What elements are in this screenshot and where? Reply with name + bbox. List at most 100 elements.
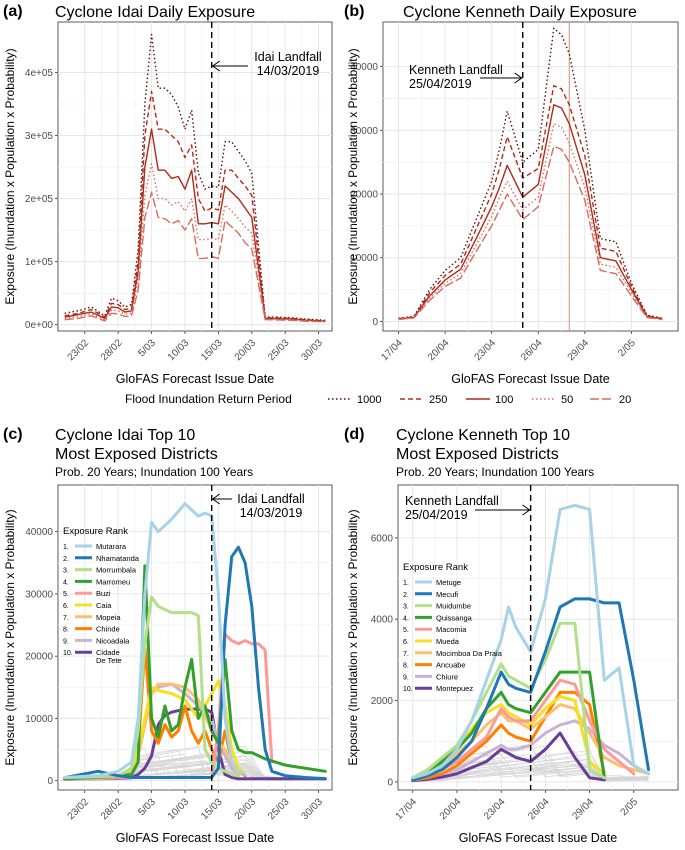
return-period-legend-item: 100 [466,394,513,406]
legend-item: 8. Ancuabe [403,661,466,670]
y-tick-label: 0 [47,776,53,787]
legend-rank: 1. [63,544,69,551]
panel-c-title-line2: Most Exposed Districts [55,446,218,463]
legend-item: 2. Mecufi [403,590,458,599]
background-district-line [412,752,649,781]
y-tick-label: 2000 [371,696,394,707]
legend-item: 1. Mutarara [63,542,127,551]
landfall-label: Idai Landfall [254,50,321,64]
return-period-legend-item: 1000 [328,394,381,406]
background-district-line [64,748,326,780]
legend-rank: 6. [63,603,69,610]
series-line-1000 [64,33,326,321]
grid [58,485,332,790]
x-tick-label: 30/03 [300,796,326,822]
arrow-head [211,493,220,505]
legend-item: 9. Nicoadala [63,636,130,645]
series-line-100 [398,104,663,320]
x-tick-label: 28/02 [99,796,125,822]
y-tick-label: 40000 [350,62,378,73]
y-tick-label: 10000 [25,714,53,725]
series-group [411,503,651,783]
x-tick-label: 26/04 [519,337,545,363]
legend-item: 3. Muidumbe [403,602,471,611]
x-tick-label: 20/03 [233,337,259,363]
legend-label: Marromeu [96,577,130,586]
panel-b-title: Cyclone Kenneth Daily Exposure [403,4,637,21]
legend-label: Chinde [96,625,120,634]
legend-item: 6. Mueda [403,637,460,646]
x-tick-label: 23/04 [473,337,499,363]
legend-rank: 5. [403,627,409,634]
panel-d-title-line2: Most Exposed Districts [396,446,559,463]
background-district-line [412,766,649,782]
legend-rank: 4. [403,615,409,622]
legend-item: 4. Quissanga [403,613,473,622]
legend-label: 100 [495,394,513,406]
x-tick-label: 10/03 [166,337,192,363]
panel-letter-d: (d) [344,426,364,443]
x-tick-label: 10/03 [166,796,192,822]
legend-label: Mutarara [96,542,127,551]
x-tick-label: 2/05 [619,796,641,818]
y-tick-label: 2e+05 [25,194,54,205]
y-tick-label: 6000 [371,533,394,544]
legend-label: Cidade [96,648,120,657]
legend-item: 4. Marromeu [63,577,130,586]
legend-label: Buzi [96,589,111,598]
return-period-legend: Flood Inundation Return Period 1000 250 10… [125,392,631,406]
x-tick-label: 17/04 [379,337,405,363]
legend-rank: 1. [403,580,409,587]
y-axis-title: Exposure (Inundation x Population x Prob… [3,48,17,304]
legend-label: Nicoadala [96,636,130,645]
legend-label: Mopeia [96,613,121,622]
x-tick-label: 23/02 [66,337,92,363]
landfall-date: 14/03/2019 [240,506,303,520]
legend-rank: 3. [403,604,409,611]
series-line-50 [398,123,663,320]
legend-label: Metuge [436,578,461,587]
x-tick-label: 15/03 [199,337,225,363]
legend-item: 10. Montepuez [403,684,473,693]
y-tick-label: 0 [387,777,393,788]
panel-c: 23/02 28/02 5/03 10/03 15/03 20/03 25/03 30/03 0… [3,484,333,845]
legend-rank: 4. [63,579,69,586]
arrow-head [514,72,523,84]
x-tick-label: 15/03 [199,796,225,822]
legend-label: Muidumbe [436,602,471,611]
legend-label: De Tete [96,656,122,665]
series-line-20 [398,145,663,321]
legend-label: 250 [429,394,447,406]
legend-label: 1000 [357,394,381,406]
legend-item: 3. Morrumbala [63,566,137,575]
x-tick-label: 29/04 [566,337,592,363]
panel-letter-c: (c) [3,426,23,443]
panel-letter-a: (a) [3,3,23,20]
legend-item: 7. Mopeia [63,613,121,622]
legend-label: Mecufi [436,590,458,599]
x-tick-label: 20/04 [426,337,452,363]
legend-label: Mueda [436,637,460,646]
series-line-100 [64,128,326,322]
district-line-mutarara [63,502,247,780]
legend-rank: 7. [63,615,69,622]
district-line-montepuez [411,731,606,783]
panel-letter-b: (b) [344,3,364,20]
district-line-quissanga [411,670,606,781]
legend-rank: 10. [403,686,413,693]
y-axis-title: Exposure (Inundation x Population x Prob… [346,509,360,765]
landfall-label: Idai Landfall [237,492,304,506]
panel-d-subtitle: Prob. 20 Years; Inundation 100 Years [396,465,594,479]
district-line-nhamatanda [63,545,327,781]
x-tick-label: 25/03 [266,796,292,822]
legend-title: Exposure Rank [63,526,128,537]
district-line-mecufi [411,597,651,782]
panel-c-title-line1: Cyclone Idai Top 10 [55,427,195,444]
background-district-line [64,758,326,780]
district-line-chiure [411,719,651,782]
legend-rank: 2. [63,556,69,563]
